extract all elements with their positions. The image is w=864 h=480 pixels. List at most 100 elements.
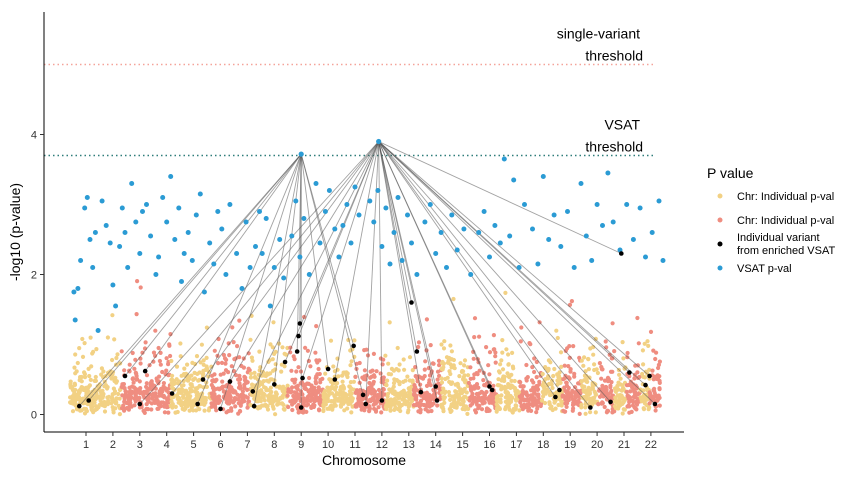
- vsat-point: [589, 258, 595, 263]
- x-tick-label: 7: [244, 439, 250, 451]
- x-tick-label: 21: [618, 439, 630, 451]
- background-point: [329, 384, 334, 390]
- background-point: [237, 381, 242, 386]
- vsat-point: [82, 205, 88, 211]
- background-point: [117, 396, 122, 401]
- background-point: [402, 401, 407, 406]
- background-point: [439, 366, 444, 371]
- x-tick-label: 2: [110, 439, 116, 451]
- vsat-point: [293, 198, 299, 204]
- link-line: [378, 141, 591, 408]
- background-point: [210, 394, 215, 399]
- background-point: [282, 364, 287, 369]
- background-point: [423, 392, 428, 397]
- vsat-point: [427, 202, 433, 207]
- background-point: [179, 403, 184, 408]
- vsat-point: [137, 251, 143, 256]
- vsat-point: [656, 198, 662, 204]
- background-point: [609, 388, 614, 393]
- background-point: [554, 328, 559, 333]
- variant-point: [325, 366, 331, 372]
- background-point: [556, 374, 561, 380]
- vsat-point: [243, 219, 249, 225]
- background-point: [316, 387, 322, 392]
- background-point: [83, 406, 89, 412]
- background-point: [408, 401, 413, 406]
- background-point: [169, 358, 174, 364]
- background-point: [462, 373, 467, 378]
- background-point: [237, 394, 242, 399]
- background-point: [105, 335, 110, 340]
- background-point: [503, 290, 508, 295]
- background-point: [170, 405, 175, 410]
- background-point: [290, 398, 295, 403]
- background-point: [81, 396, 86, 401]
- variant-point: [553, 394, 558, 400]
- background-point: [571, 344, 576, 349]
- background-point: [372, 398, 377, 404]
- vsat-point: [271, 265, 277, 270]
- background-point: [121, 382, 126, 387]
- vsat-point: [263, 216, 269, 221]
- background-point: [133, 357, 138, 362]
- background-point: [657, 387, 662, 392]
- background-point: [635, 392, 641, 397]
- background-point: [362, 408, 367, 413]
- background-point: [374, 369, 379, 374]
- x-tick-label: 13: [403, 439, 415, 451]
- background-point: [439, 380, 445, 385]
- background-point: [371, 389, 376, 395]
- vsat-point: [129, 181, 135, 186]
- background-point: [101, 369, 106, 374]
- background-point: [520, 388, 525, 393]
- background-point: [133, 388, 138, 393]
- vsat-point: [297, 254, 303, 260]
- background-point: [540, 371, 545, 377]
- background-point: [618, 376, 623, 381]
- background-point: [201, 358, 206, 363]
- background-point: [192, 370, 197, 375]
- background-point: [238, 409, 243, 414]
- vsat-point: [461, 226, 467, 232]
- background-point: [494, 402, 499, 407]
- background-point: [88, 377, 93, 382]
- background-point: [468, 386, 473, 392]
- background-point: [144, 381, 149, 386]
- background-point: [576, 398, 581, 403]
- background-point: [477, 334, 482, 339]
- vsat-point: [571, 265, 577, 270]
- x-tick-label: 4: [164, 439, 170, 451]
- background-point: [414, 387, 419, 392]
- x-tick-label: 15: [456, 439, 468, 451]
- background-point: [510, 409, 515, 414]
- background-point: [248, 402, 253, 408]
- background-point: [558, 380, 563, 385]
- background-point: [284, 352, 289, 357]
- background-point: [647, 405, 652, 410]
- vsat-point: [322, 209, 328, 214]
- background-point: [400, 397, 405, 402]
- background-point: [437, 386, 442, 391]
- background-point: [411, 403, 416, 408]
- variant-point: [643, 382, 648, 388]
- background-point: [321, 402, 326, 407]
- link-line: [378, 141, 611, 403]
- background-point: [156, 345, 161, 351]
- background-point: [592, 362, 597, 367]
- background-point: [243, 378, 248, 383]
- background-point: [241, 365, 246, 370]
- x-axis-title: Chromosome: [322, 452, 406, 468]
- background-point: [364, 373, 369, 378]
- background-point: [475, 402, 480, 407]
- background-point: [506, 362, 511, 367]
- background-point: [439, 376, 444, 381]
- background-point: [493, 354, 498, 359]
- x-tick-label: 8: [271, 439, 277, 451]
- background-point: [553, 406, 558, 411]
- background-point: [410, 378, 415, 383]
- background-point: [559, 399, 564, 404]
- background-point: [89, 407, 94, 412]
- background-point: [142, 410, 147, 415]
- vsat-point: [301, 216, 307, 221]
- background-point: [579, 379, 584, 384]
